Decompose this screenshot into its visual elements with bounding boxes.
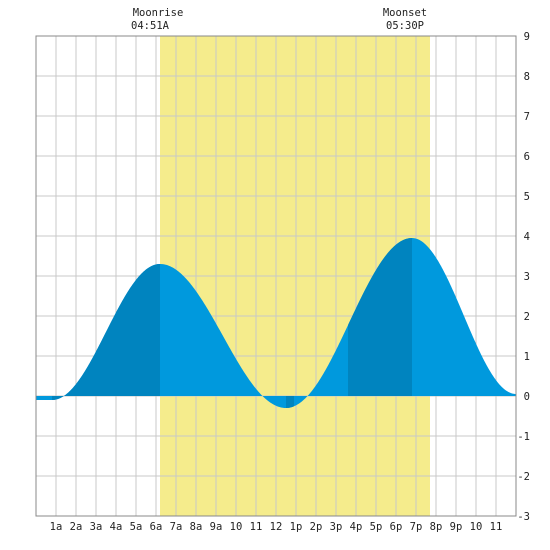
y-tick-label: 7 [524,111,530,123]
tide-area-rising [348,238,412,396]
x-tick-label: 7a [170,521,183,533]
x-tick-label: 1a [50,521,63,533]
y-tick-label: -3 [517,511,530,523]
tide-area-rising [286,396,294,408]
moon-annotations: Moonrise 04:51A Moonset 05:30P [131,7,427,32]
x-tick-label: 4a [110,521,123,533]
x-tick-label: 3a [90,521,103,533]
y-tick-label: 8 [524,71,530,83]
x-tick-label: 2p [310,521,323,533]
x-tick-label: 12 [270,521,283,533]
x-tick-label: 6a [150,521,163,533]
plot-area [35,35,517,517]
tide-area-rising [52,264,160,400]
x-tick-label: 1p [290,521,303,533]
moonrise-time: 04:51A [131,20,170,32]
moonrise-label: Moonrise [133,7,184,19]
axis-labels: 1a 2a 3a 4a 5a 6a 7a 8a 9a 10 11 12 1p 2p 3p 4p 5p 6p 7p 8p… [50,31,530,533]
y-tick-label: 2 [524,311,530,323]
y-tick-label: 0 [524,391,530,403]
x-tick-label: 2a [70,521,83,533]
x-tick-label: 7p [410,521,423,533]
y-tick-label: -2 [517,471,530,483]
moonset-time: 05:30P [386,20,424,32]
x-tick-label: 5p [370,521,383,533]
y-tick-label: 3 [524,271,530,283]
x-tick-label: 8p [430,521,443,533]
y-tick-label: 5 [524,191,530,203]
plot-border [35,35,517,517]
x-tick-label: 10 [470,521,483,533]
y-tick-label: 4 [524,231,530,243]
y-tick-label: 1 [524,351,530,363]
y-tick-label: 9 [524,31,530,43]
y-tick-label: 6 [524,151,530,163]
x-tick-label: 9a [210,521,223,533]
x-tick-label: 5a [130,521,143,533]
x-tick-label: 11 [490,521,503,533]
x-tick-label: 3p [330,521,343,533]
x-tick-label: 9p [450,521,463,533]
moonset-label: Moonset [383,7,427,19]
x-tick-label: 10 [230,521,243,533]
y-tick-label: -1 [517,431,530,443]
x-tick-label: 11 [250,521,263,533]
x-tick-label: 8a [190,521,203,533]
x-tick-label: 6p [390,521,403,533]
x-tick-label: 4p [350,521,363,533]
